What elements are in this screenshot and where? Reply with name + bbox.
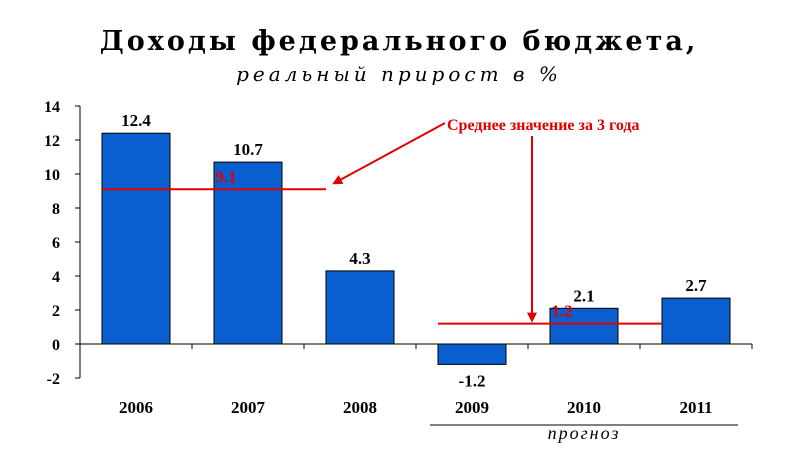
x-tick-label: 2010 — [567, 398, 601, 417]
bar — [101, 132, 171, 345]
bar — [661, 297, 731, 345]
average-label: 1.2 — [551, 302, 572, 321]
bar — [549, 307, 619, 345]
x-tick-label: 2009 — [455, 398, 489, 417]
bar — [437, 343, 507, 365]
data-label: 2.7 — [685, 276, 707, 295]
chart-title: Доходы федерального бюджета, — [99, 26, 699, 57]
y-tick-label: -2 — [47, 371, 60, 388]
annotation: Среднее значение за 3 года — [332, 117, 639, 323]
y-tick-label: 6 — [52, 235, 60, 252]
data-label: 12.4 — [121, 111, 151, 130]
y-tick-label: 12 — [44, 133, 60, 150]
data-label: -1.2 — [459, 371, 486, 390]
y-tick-label: 4 — [52, 269, 60, 286]
bars — [101, 132, 731, 365]
x-tick-label: 2008 — [343, 398, 377, 417]
y-tick-label: 0 — [52, 337, 60, 354]
y-tick-label: 14 — [44, 99, 60, 116]
forecast-label: прогноз — [548, 423, 621, 443]
x-tick-label: 2011 — [679, 398, 712, 417]
data-label: 10.7 — [233, 140, 263, 159]
chart-subtitle: реальный прирост в % — [236, 62, 562, 86]
annotation-text: Среднее значение за 3 года — [447, 117, 639, 134]
axes: -2 0 2 4 6 8 10 12 14 прогноз — [44, 99, 753, 443]
y-tick-label: 8 — [52, 201, 60, 218]
y-tick-label: 10 — [44, 167, 60, 184]
x-tick-label: 2007 — [231, 398, 266, 417]
bar — [325, 270, 395, 345]
data-labels: 12.4 2006 10.7 2007 4.3 2008 -1.2 2009 2.1 2010 2.… — [119, 111, 713, 417]
x-tick-label: 2006 — [119, 398, 153, 417]
y-tick-label: 2 — [52, 303, 60, 320]
average-lines: 9.1 1.2 — [102, 167, 662, 325]
average-label: 9.1 — [215, 167, 236, 186]
data-label: 4.3 — [349, 249, 370, 268]
arrow-left — [332, 122, 446, 185]
data-label: 2.1 — [573, 286, 594, 305]
bar — [213, 161, 283, 345]
